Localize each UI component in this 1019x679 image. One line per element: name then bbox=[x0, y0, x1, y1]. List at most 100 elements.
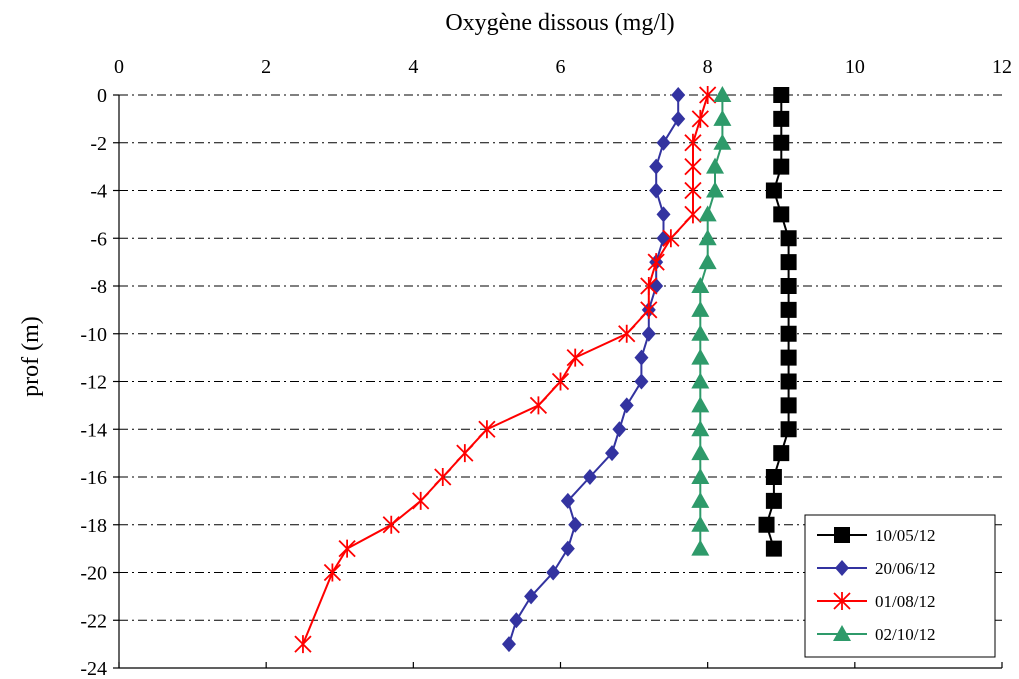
y-tick-label: -20 bbox=[80, 563, 107, 585]
x-tick-label: 0 bbox=[114, 56, 124, 78]
series bbox=[294, 86, 797, 654]
data-point bbox=[691, 324, 710, 341]
data-point bbox=[612, 421, 627, 438]
data-point bbox=[582, 469, 597, 485]
y-tick-label: -22 bbox=[80, 610, 107, 632]
data-point bbox=[834, 527, 850, 543]
y-tick-label: -4 bbox=[90, 181, 107, 203]
data-point bbox=[605, 445, 620, 462]
data-point bbox=[765, 540, 782, 557]
x-tick-label: 6 bbox=[556, 56, 566, 78]
data-point bbox=[698, 205, 717, 222]
data-point bbox=[640, 300, 658, 319]
data-point bbox=[780, 230, 797, 247]
series-3 bbox=[691, 86, 732, 556]
data-point bbox=[691, 372, 710, 389]
y-tick-label: -2 bbox=[90, 133, 107, 155]
data-point bbox=[684, 133, 702, 152]
series-2 bbox=[294, 86, 717, 654]
data-point bbox=[619, 397, 634, 414]
data-point bbox=[294, 635, 312, 654]
data-point bbox=[691, 348, 710, 365]
data-point bbox=[691, 396, 710, 413]
data-point bbox=[706, 181, 725, 198]
data-point bbox=[780, 301, 797, 318]
data-point bbox=[641, 325, 656, 342]
y-tick-label: -8 bbox=[90, 276, 107, 298]
y-tick-label: -16 bbox=[80, 467, 107, 489]
data-point bbox=[698, 229, 717, 246]
data-point bbox=[780, 397, 797, 414]
data-point bbox=[691, 277, 710, 293]
data-point bbox=[634, 349, 649, 366]
tick-labels: 0 -2 -4 -6 -8 -10 -12 -14 -16 -18 -20 -22 -24 0 2 4 6 8 10… bbox=[80, 56, 1012, 679]
data-point bbox=[691, 444, 710, 461]
y-tick-label: -6 bbox=[90, 228, 107, 250]
data-point bbox=[773, 110, 790, 127]
y-tick-label: -14 bbox=[80, 419, 107, 441]
data-point bbox=[691, 491, 710, 508]
data-point bbox=[634, 373, 649, 390]
data-point bbox=[412, 491, 430, 510]
data-point bbox=[691, 300, 710, 317]
legend-label: 02/10/12 bbox=[875, 625, 935, 644]
data-point bbox=[647, 253, 665, 272]
legend-label: 20/06/12 bbox=[875, 559, 935, 578]
y-tick-label: -24 bbox=[80, 658, 107, 679]
data-point bbox=[566, 348, 584, 367]
legend: 10/05/12 20/06/12 01/08/12 02/10/12 bbox=[804, 514, 996, 658]
data-point bbox=[773, 158, 790, 175]
data-point bbox=[691, 515, 710, 532]
data-point bbox=[546, 564, 561, 581]
series-0 bbox=[758, 87, 797, 557]
data-point bbox=[713, 109, 732, 126]
data-point bbox=[765, 182, 782, 199]
data-point bbox=[699, 86, 717, 104]
data-point bbox=[773, 87, 790, 103]
data-point bbox=[758, 516, 775, 533]
legend-label: 10/05/12 bbox=[875, 526, 935, 545]
data-point bbox=[456, 444, 474, 463]
data-point bbox=[780, 325, 797, 342]
legend-label: 01/08/12 bbox=[875, 592, 935, 611]
data-point bbox=[691, 420, 710, 437]
data-point bbox=[529, 396, 548, 415]
series-line bbox=[508, 95, 680, 645]
data-point bbox=[618, 324, 636, 343]
data-point bbox=[478, 420, 496, 439]
data-point bbox=[780, 349, 797, 366]
data-point bbox=[684, 205, 702, 224]
y-tick-label: 0 bbox=[97, 85, 107, 107]
data-point bbox=[691, 468, 710, 484]
data-point bbox=[773, 445, 790, 462]
y-tick-label: -10 bbox=[80, 324, 107, 346]
data-point bbox=[765, 492, 782, 509]
data-point bbox=[684, 157, 702, 176]
data-point bbox=[434, 468, 452, 486]
series-line bbox=[302, 94, 709, 645]
y-tick-label: -18 bbox=[80, 515, 107, 537]
data-point bbox=[780, 373, 797, 390]
data-point bbox=[780, 421, 797, 438]
x-tick-label: 12 bbox=[992, 56, 1012, 78]
data-point bbox=[551, 372, 570, 391]
y-tick-label: -12 bbox=[80, 372, 107, 394]
data-point bbox=[698, 253, 717, 270]
data-point bbox=[835, 560, 849, 576]
data-point bbox=[509, 612, 524, 629]
x-tick-label: 2 bbox=[261, 56, 271, 78]
data-point bbox=[656, 206, 671, 223]
x-axis-title: Oxygène dissous (mg/l) bbox=[445, 10, 674, 36]
data-point bbox=[649, 182, 664, 199]
data-point bbox=[656, 134, 671, 151]
data-point bbox=[323, 563, 342, 582]
data-point bbox=[560, 540, 575, 557]
data-point bbox=[662, 229, 680, 248]
data-point bbox=[691, 109, 709, 128]
data-point bbox=[765, 469, 782, 485]
y-axis-title: prof (m) bbox=[18, 316, 44, 397]
data-point bbox=[649, 158, 664, 175]
data-point bbox=[671, 110, 686, 127]
x-tick-label: 8 bbox=[703, 56, 713, 78]
